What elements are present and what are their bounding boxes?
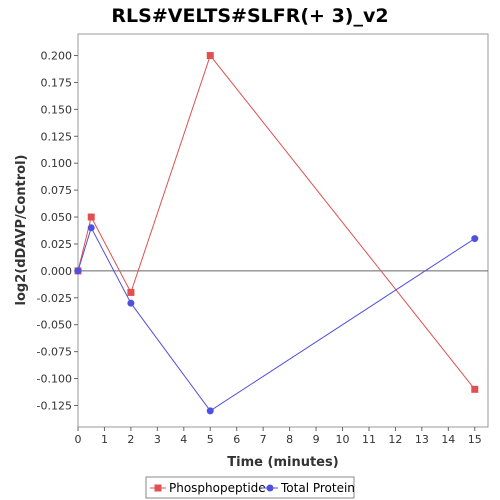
y-tick-label: 0.000	[41, 265, 73, 278]
chart-title: RLS#VELTS#SLFR(+ 3)_v2	[111, 5, 388, 27]
x-tick-label: 2	[127, 433, 134, 446]
legend-box	[145, 476, 355, 499]
x-tick-label: 3	[154, 433, 161, 446]
data-point-total-protein	[74, 267, 82, 275]
data-point-total-protein	[87, 224, 95, 232]
y-tick-label: 0.125	[41, 130, 73, 143]
data-point-total-protein	[206, 407, 214, 415]
legend: Phosphopeptide Total Protein	[145, 476, 355, 499]
legend-marker-total-protein	[266, 484, 274, 492]
x-tick-label: 13	[415, 433, 429, 446]
legend-label-phosphopeptide: Phosphopeptide	[169, 481, 266, 495]
x-tick-label: 0	[75, 433, 82, 446]
data-point-phosphopeptide	[87, 213, 95, 221]
y-tick-label: 0.175	[41, 76, 73, 89]
y-tick-label: 0.025	[41, 238, 73, 251]
y-tick-label: -0.125	[37, 399, 72, 412]
x-tick-label: 1	[101, 433, 108, 446]
y-tick-label: -0.100	[37, 373, 72, 386]
y-tick-label: 0.050	[41, 211, 73, 224]
y-tick-label: -0.050	[37, 319, 72, 332]
x-axis-label: Time (minutes)	[227, 455, 338, 470]
y-axis-label: log2(dDAVP/Control)	[14, 155, 29, 306]
x-tick-label: 4	[180, 433, 187, 446]
x-tick-label: 9	[313, 433, 320, 446]
x-tick-label: 11	[362, 433, 376, 446]
legend-label-total-protein: Total Protein	[280, 481, 355, 495]
y-tick-label: 0.075	[41, 184, 73, 197]
data-point-phosphopeptide	[471, 385, 479, 393]
y-tick-label: 0.200	[41, 50, 73, 63]
x-tick-label: 7	[260, 433, 267, 446]
y-tick-label: -0.025	[37, 292, 72, 305]
x-tick-label: 5	[207, 433, 214, 446]
x-tick-label: 14	[441, 433, 455, 446]
x-tick-label: 8	[286, 433, 293, 446]
data-point-phosphopeptide	[127, 288, 135, 296]
plot-area	[77, 33, 489, 428]
x-tick-label: 15	[468, 433, 482, 446]
x-tick-label: 10	[336, 433, 350, 446]
legend-marker-phosphopeptide	[154, 484, 162, 492]
x-tick-label: 6	[233, 433, 240, 446]
data-point-total-protein	[471, 235, 479, 243]
data-point-total-protein	[127, 299, 135, 307]
data-point-phosphopeptide	[206, 52, 214, 60]
y-tick-label: 0.150	[41, 103, 73, 116]
y-tick-label: -0.075	[37, 346, 72, 359]
x-tick-label: 12	[388, 433, 402, 446]
y-tick-label: 0.100	[41, 157, 73, 170]
